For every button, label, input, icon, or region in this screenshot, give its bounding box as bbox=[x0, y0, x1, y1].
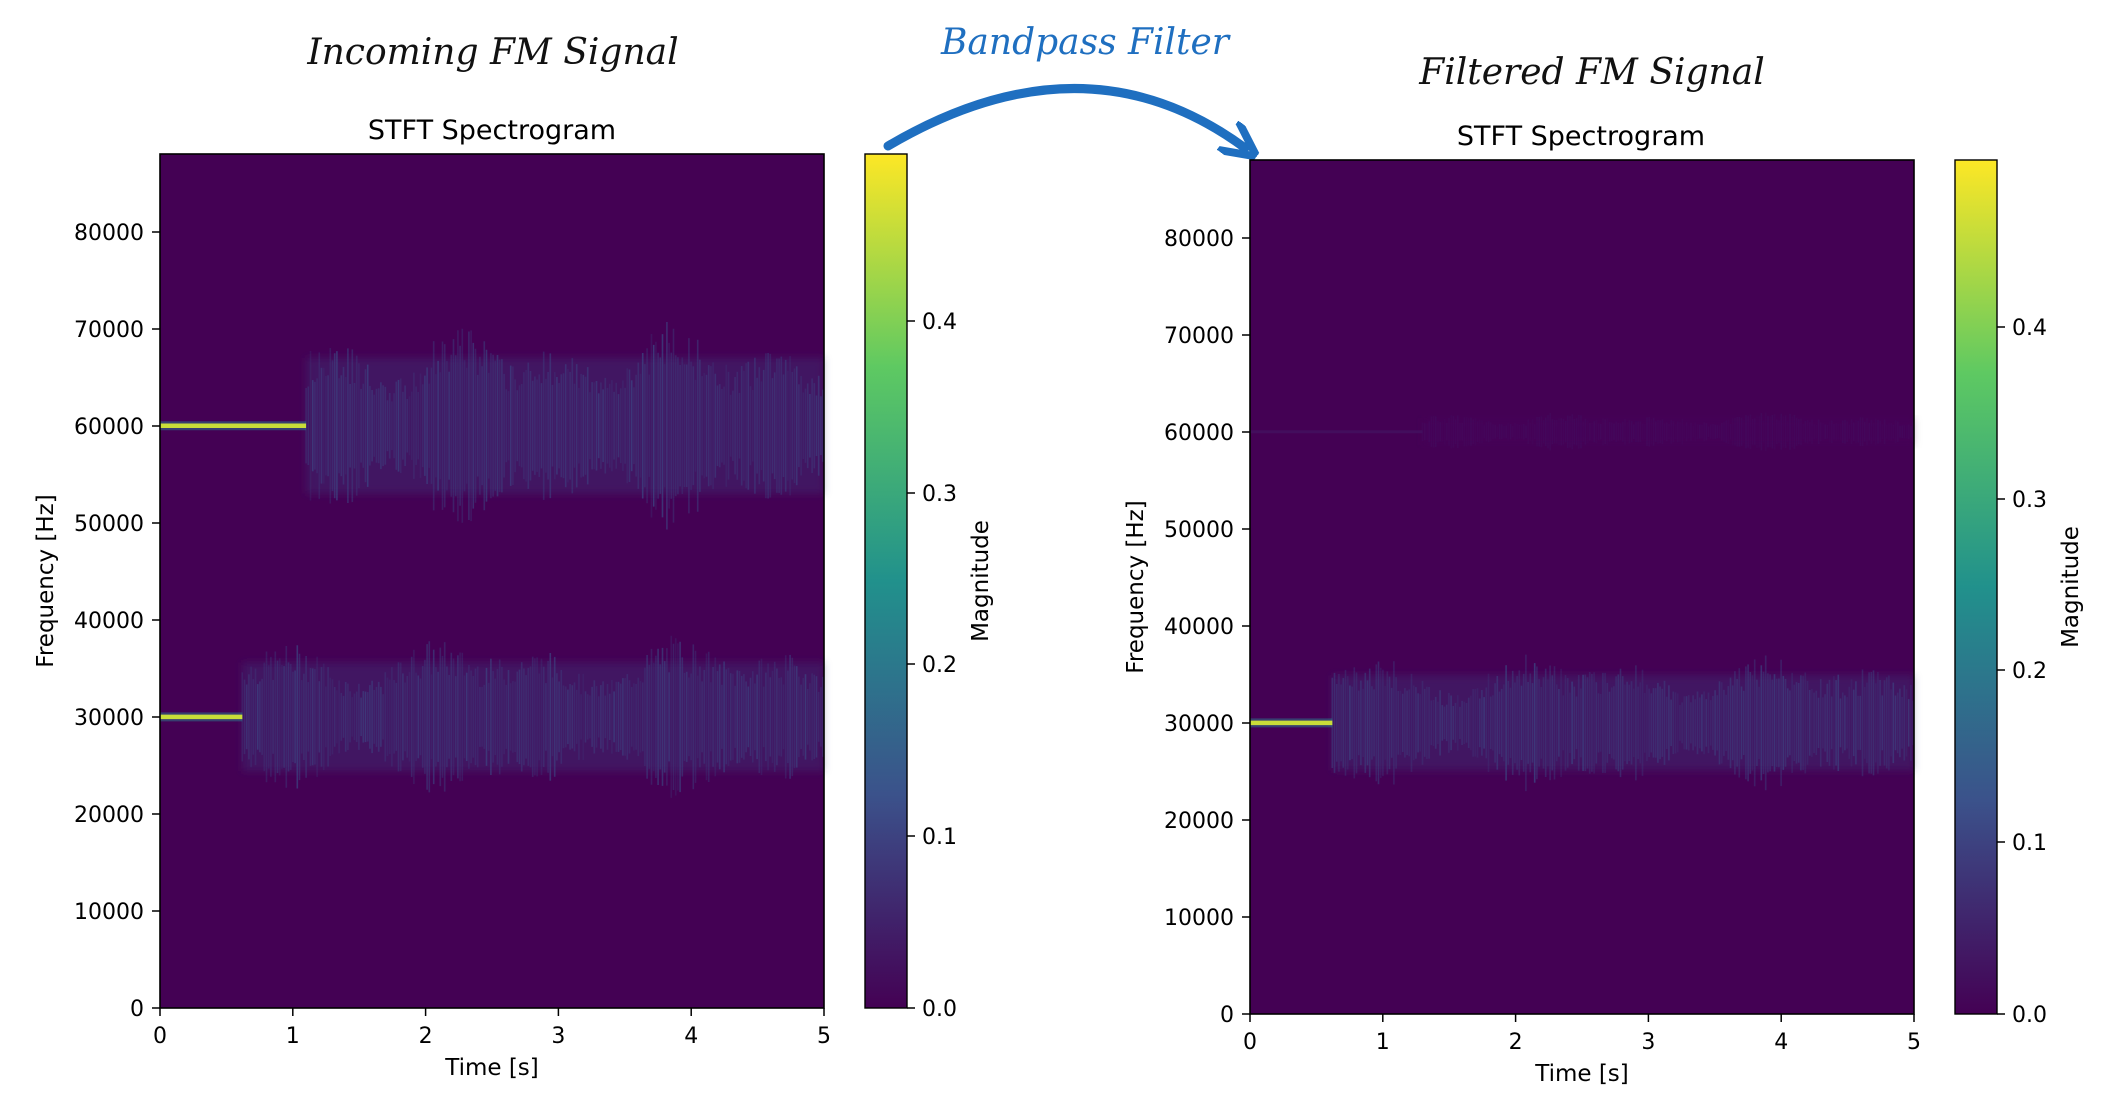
right-chart-title: STFT Spectrogram bbox=[1457, 121, 1705, 152]
right-modulated-band bbox=[1331, 654, 1914, 792]
left-colorbar-tick-label: 0.4 bbox=[922, 310, 957, 335]
right-y-tick-label: 40000 bbox=[1164, 615, 1234, 640]
right-y-tick-label: 80000 bbox=[1164, 227, 1234, 252]
left-modulated-band bbox=[241, 635, 824, 798]
left-x-tick-label: 4 bbox=[684, 1024, 698, 1049]
right-modulated-band bbox=[1421, 412, 1914, 452]
left-band-core bbox=[306, 357, 825, 494]
left-x-axis-label: Time [s] bbox=[444, 1055, 539, 1081]
left-colorbar-tick-label: 0.3 bbox=[922, 482, 957, 507]
right-x-tick-label: 3 bbox=[1641, 1030, 1655, 1055]
left-x-tick-label: 0 bbox=[153, 1024, 167, 1049]
right-band-core bbox=[1422, 418, 1914, 446]
arrow-label: Bandpass Filter bbox=[940, 22, 1231, 63]
right-x-tick-label: 5 bbox=[1907, 1030, 1921, 1055]
right-colorbar-tick-label: 0.2 bbox=[2012, 659, 2047, 684]
right-x-tick-label: 4 bbox=[1774, 1030, 1788, 1055]
left-y-tick-label: 30000 bbox=[74, 706, 144, 731]
right-colorbar-ticks: 0.0 0.1 0.2 0.3 0.4 bbox=[1997, 316, 2047, 1028]
left-y-tick-label: 80000 bbox=[74, 221, 144, 246]
right-y-tick-label: 60000 bbox=[1164, 421, 1234, 446]
right-x-axis-label: Time [s] bbox=[1534, 1061, 1629, 1087]
right-y-axis-label: Frequency [Hz] bbox=[1123, 500, 1149, 673]
right-plot-frame bbox=[1249, 159, 1915, 1015]
left-y-tick-label: 10000 bbox=[74, 900, 144, 925]
left-colorbar-tick-label: 0.2 bbox=[922, 653, 957, 678]
bandpass-arrow bbox=[883, 84, 1245, 148]
right-x-tick-label: 1 bbox=[1376, 1030, 1390, 1055]
left-y-tick-label: 20000 bbox=[74, 803, 144, 828]
right-spectrogram-panel: STFT Spectrogram 0 1 2 3 4 5 Time [s] bbox=[1123, 121, 2084, 1087]
left-x-tick-label: 5 bbox=[817, 1024, 831, 1049]
left-modulated-band bbox=[305, 322, 825, 530]
left-fm-component-60000hz bbox=[160, 322, 825, 530]
right-plot-area bbox=[1250, 160, 1914, 1014]
right-y-tick-label: 50000 bbox=[1164, 518, 1234, 543]
left-chart-title: STFT Spectrogram bbox=[368, 115, 616, 146]
right-colorbar-label: Magnitude bbox=[2058, 526, 2084, 648]
left-y-tick-label: 40000 bbox=[74, 609, 144, 634]
right-colorbar-tick-label: 0.4 bbox=[2012, 316, 2047, 341]
right-colorbar-tick-label: 0.1 bbox=[2012, 831, 2047, 856]
left-colorbar-label: Magnitude bbox=[968, 520, 994, 642]
right-x-tick-label: 0 bbox=[1243, 1030, 1257, 1055]
left-y-tick-label: 70000 bbox=[74, 318, 144, 343]
right-heading: Filtered FM Signal bbox=[1418, 52, 1764, 93]
left-x-tick-label: 2 bbox=[419, 1024, 433, 1049]
right-y-tick-label: 30000 bbox=[1164, 712, 1234, 737]
left-y-tick-label: 60000 bbox=[74, 415, 144, 440]
left-x-ticks: 0 1 2 3 4 5 bbox=[153, 1008, 831, 1049]
right-x-ticks: 0 1 2 3 4 5 bbox=[1243, 1014, 1921, 1055]
left-heading: Incoming FM Signal bbox=[306, 32, 678, 73]
left-colorbar-tick-label: 0.0 bbox=[922, 997, 957, 1022]
left-plot-frame bbox=[159, 153, 825, 1009]
left-x-tick-label: 3 bbox=[551, 1024, 565, 1049]
left-spectrogram-background bbox=[160, 154, 824, 1008]
left-x-tick-label: 1 bbox=[286, 1024, 300, 1049]
left-y-tick-label: 50000 bbox=[74, 512, 144, 537]
left-colorbar-tick-label: 0.1 bbox=[922, 825, 957, 850]
left-y-tick-label: 0 bbox=[130, 997, 144, 1022]
right-fm-component-60000hz bbox=[1250, 412, 1914, 452]
right-colorbar-tick-label: 0.0 bbox=[2012, 1003, 2047, 1028]
right-x-tick-label: 2 bbox=[1509, 1030, 1523, 1055]
right-colorbar-tick-label: 0.3 bbox=[2012, 488, 2047, 513]
left-fm-component-30000hz bbox=[160, 635, 824, 798]
left-plot-area bbox=[160, 154, 825, 1008]
right-y-ticks: 0 10000 20000 30000 40000 50000 60000 70… bbox=[1164, 227, 1250, 1028]
left-colorbar bbox=[864, 153, 908, 1009]
right-spectrogram-background bbox=[1250, 160, 1914, 1014]
right-y-tick-label: 0 bbox=[1220, 1003, 1234, 1028]
left-band-core bbox=[242, 662, 824, 772]
right-colorbar bbox=[1954, 159, 1998, 1015]
left-y-axis-label: Frequency [Hz] bbox=[33, 494, 59, 667]
right-y-tick-label: 20000 bbox=[1164, 809, 1234, 834]
right-y-tick-label: 10000 bbox=[1164, 906, 1234, 931]
right-y-tick-label: 70000 bbox=[1164, 324, 1234, 349]
right-fm-component-30000hz bbox=[1250, 654, 1914, 792]
right-band-core bbox=[1332, 675, 1914, 771]
left-spectrogram-panel: STFT Spectrogram 0 1 2 3 4 5 Time [s] bbox=[33, 115, 994, 1081]
left-y-ticks: 0 10000 20000 30000 40000 50000 60000 70… bbox=[74, 221, 160, 1022]
left-colorbar-ticks: 0.0 0.1 0.2 0.3 0.4 bbox=[907, 310, 957, 1022]
